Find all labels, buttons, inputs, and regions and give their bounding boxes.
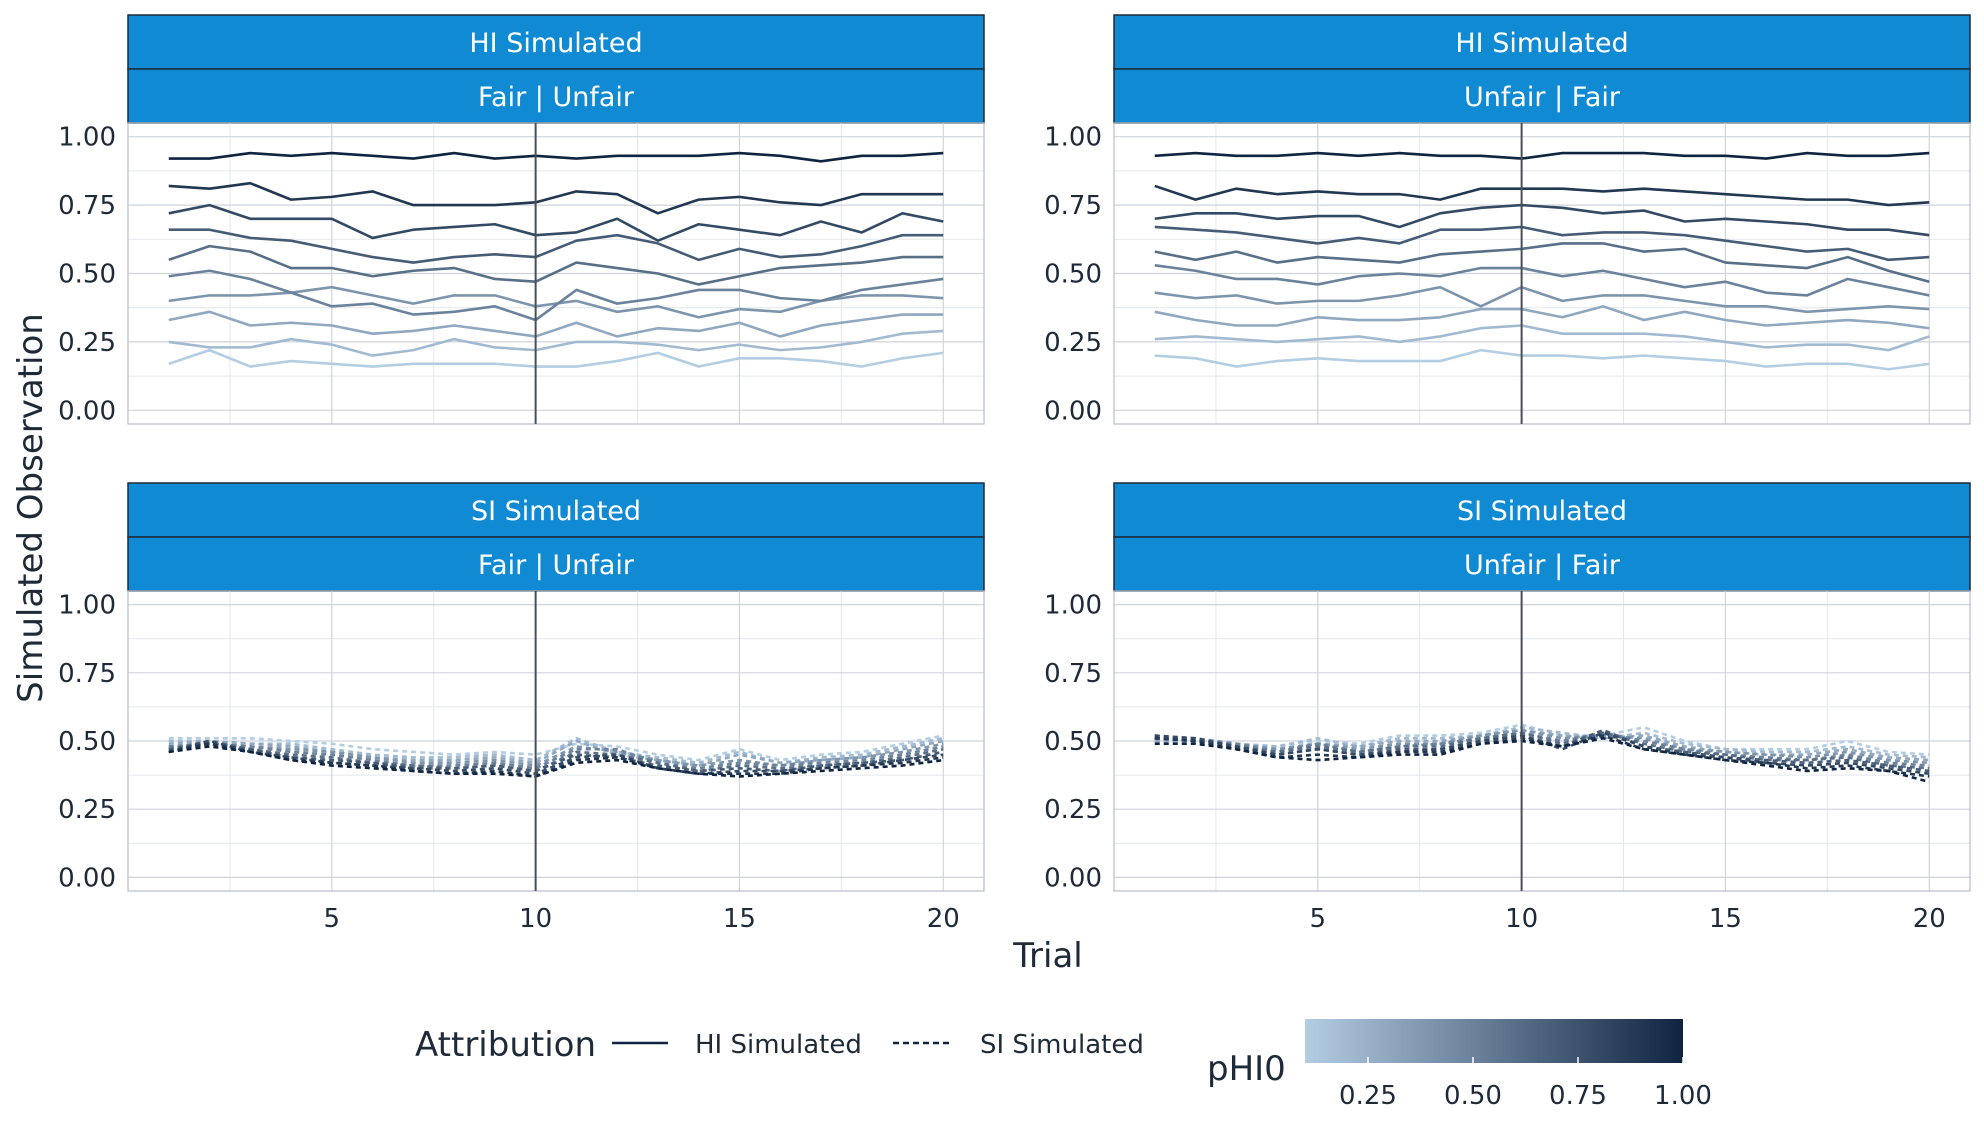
facet-strip-top	[1113, 482, 1971, 538]
legend-phi0-title: pHI0	[1207, 1049, 1286, 1089]
series-line	[168, 742, 944, 767]
series-line	[168, 739, 944, 767]
series-line	[168, 742, 944, 770]
series-line	[1154, 348, 1930, 371]
y-tick-label: 0.50	[58, 727, 116, 757]
y-tick-label: 0.25	[1044, 795, 1102, 825]
facet-strip-bottom-label: Unfair | Fair	[1464, 82, 1621, 113]
series-line	[168, 310, 944, 338]
color-bar	[1305, 1019, 1683, 1063]
legend-item-hi-simulated: HI Simulated	[695, 1030, 862, 1060]
legend-attribution: Attribution HI Simulated SI Simulated	[415, 1025, 1144, 1065]
facet-strip-bottom	[127, 68, 985, 124]
x-tick-label: 10	[519, 904, 552, 934]
legend-item-si-simulated: SI Simulated	[980, 1030, 1144, 1060]
series-line	[1154, 731, 1930, 770]
series-line	[168, 329, 944, 357]
series-line	[168, 203, 944, 242]
panel-border	[1113, 122, 1971, 425]
series-line	[1154, 324, 1930, 352]
y-tick-label: 0.75	[1044, 191, 1102, 221]
y-tick-label: 0.25	[58, 328, 116, 358]
series-line	[168, 228, 944, 264]
x-tick-label: 5	[324, 904, 341, 934]
y-tick-label: 0.50	[1044, 260, 1102, 290]
series-line	[168, 742, 944, 773]
series-line	[168, 181, 944, 215]
color-bar-tick-label: 0.25	[1339, 1081, 1397, 1111]
x-tick-label: 10	[1505, 904, 1538, 934]
series-line	[1154, 728, 1930, 765]
facet-panel: SI Simulated Fair | Unfair 0.00 0.25 0.50 0.7…	[58, 482, 985, 934]
series-line	[1154, 731, 1930, 776]
series-line	[1154, 203, 1930, 237]
facet-strip-bottom-label: Fair | Unfair	[478, 550, 635, 581]
facet-strip-bottom	[1113, 68, 1971, 124]
facet-strip-top-label: SI Simulated	[471, 496, 641, 527]
facet-panel: SI Simulated Unfair | Fair 0.00 0.25 0.50 0.7…	[1044, 482, 1971, 934]
y-tick-label: 0.00	[58, 396, 116, 426]
facet-strip-top-label: SI Simulated	[1457, 496, 1627, 527]
legend-attribution-title: Attribution	[415, 1025, 596, 1065]
y-tick-label: 0.00	[1044, 863, 1102, 893]
facet-strip-bottom-label: Unfair | Fair	[1464, 550, 1621, 581]
x-tick-label: 15	[723, 904, 756, 934]
facet-panel: HI Simulated Fair | Unfair 0.00 0.25 0.50 0.7…	[58, 14, 985, 426]
facet-strip-bottom-label: Fair | Unfair	[478, 82, 635, 113]
x-tick-label: 20	[1913, 904, 1946, 934]
y-tick-label: 1.00	[58, 591, 116, 621]
color-bar-tick-label: 0.50	[1444, 1081, 1502, 1111]
x-tick-label: 20	[927, 904, 960, 934]
facet-strip-top-label: HI Simulated	[1455, 28, 1628, 59]
series-line	[1154, 726, 1930, 759]
series-line	[168, 745, 944, 778]
y-axis-title: Simulated Observation	[11, 313, 51, 703]
series-line	[168, 151, 944, 163]
y-tick-label: 0.00	[1044, 396, 1102, 426]
y-tick-label: 0.50	[1044, 727, 1102, 757]
series-line	[1154, 285, 1930, 314]
facet-strip-top-label: HI Simulated	[469, 28, 642, 59]
y-tick-label: 1.00	[58, 123, 116, 153]
facet-strip-top	[127, 482, 985, 538]
series-line	[1154, 225, 1930, 262]
y-tick-label: 0.25	[1044, 328, 1102, 358]
series-line	[1154, 151, 1930, 160]
facet-panel: HI Simulated Unfair | Fair 0.00 0.25 0.50 0.7…	[1044, 14, 1971, 426]
series-line	[1154, 736, 1930, 784]
series-line	[168, 269, 944, 322]
panel-border	[1113, 590, 1971, 892]
panel-border	[127, 590, 985, 892]
series-line	[1154, 305, 1930, 330]
x-axis-title: Trial	[1012, 936, 1082, 976]
legend-phi0: pHI0 0.25 0.50 0.75 1.00	[1207, 1019, 1712, 1111]
series-line	[1154, 264, 1930, 297]
facet-strip-bottom	[127, 536, 985, 592]
facet-strip-bottom	[1113, 536, 1971, 592]
series-line	[1154, 184, 1930, 207]
y-tick-label: 0.50	[58, 260, 116, 290]
y-tick-label: 0.75	[58, 659, 116, 689]
y-tick-label: 0.25	[58, 795, 116, 825]
series-line	[168, 348, 944, 368]
y-tick-label: 1.00	[1044, 591, 1102, 621]
x-tick-label: 15	[1709, 904, 1742, 934]
y-tick-label: 0.00	[58, 863, 116, 893]
series-line	[1154, 242, 1930, 283]
series-line	[168, 736, 944, 765]
y-tick-label: 1.00	[1044, 123, 1102, 153]
x-tick-label: 5	[1310, 904, 1327, 934]
facet-strip-top	[1113, 14, 1971, 70]
y-tick-label: 0.75	[58, 191, 116, 221]
color-bar-tick-label: 1.00	[1654, 1081, 1712, 1111]
y-tick-label: 0.75	[1044, 659, 1102, 689]
color-bar-tick-label: 0.75	[1549, 1081, 1607, 1111]
series-line	[168, 244, 944, 286]
panel-border	[127, 122, 985, 425]
